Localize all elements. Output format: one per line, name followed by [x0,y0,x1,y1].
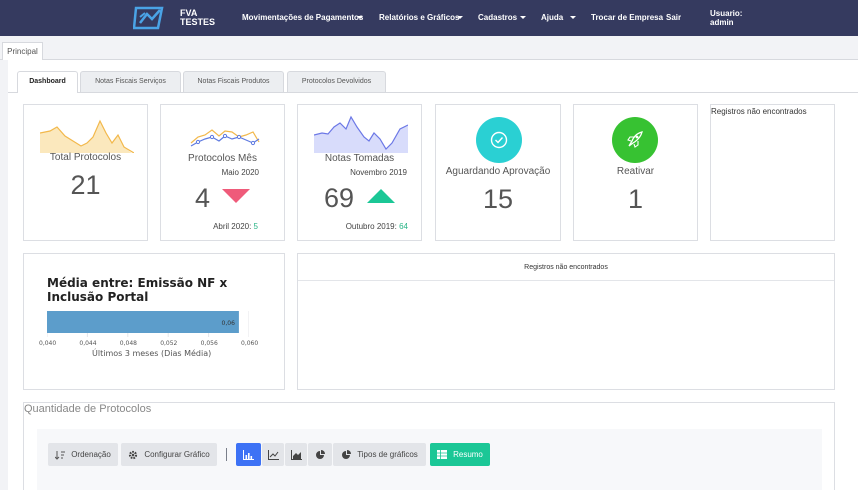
user-label: Usuario: [710,9,743,18]
card-title: Notas Tomadas [324,153,395,164]
configurar-grafico-button[interactable]: Configurar Gráfico [121,443,217,466]
x-tick-label: 0,040 [39,340,57,347]
chart-title-line-1: Média entre: Emissão NF x [47,276,228,290]
menu-relatorios[interactable]: Relatórios e Gráficos [379,13,460,22]
prev-value: 5 [253,222,258,231]
x-tick-label: 0,052 [160,340,178,347]
user-info: Usuario: admin [710,9,742,27]
tab-dashboard[interactable]: Dashboard [17,71,78,93]
card-value: 1 [627,184,644,214]
brand-line-1: FVA [180,8,198,18]
empty-message: Registros não encontrados [711,107,807,116]
card-previous: Abril 2020: 5 [213,222,258,231]
card-title: Total Protocolos [49,152,122,163]
user-name: admin [710,18,734,27]
menu-cadastros[interactable]: Cadastros [478,13,518,22]
bar-chart-button[interactable] [236,443,261,466]
prev-label: Outubro 2019: [345,222,397,231]
prev-value: 64 [399,222,408,231]
bar [47,311,239,333]
card-title: Protocolos Mês [188,153,257,164]
card-value: 15 [482,184,514,214]
card-title: Reativar [616,166,655,177]
menu-sair[interactable]: Sair [666,13,682,22]
card-aguardando-aprovacao[interactable]: Aguardando Aprovação 15 [435,104,561,241]
bar-chart-icon [243,449,254,460]
section-title: Quantidade de Protocolos [24,403,152,415]
x-tick-label: 0,060 [241,340,259,347]
prev-label: Abril 2020: [213,222,252,231]
card-period: Novembro 2019 [350,168,407,177]
chart-title-line-2: Inclusão Portal [47,290,149,304]
chart-title: Média entre: Emissão NF x Inclusão Porta… [47,276,227,304]
chevron-down-icon[interactable] [457,16,463,19]
card-previous: Outubro 2019: 64 [346,222,408,231]
button-label: Ordenação [71,450,111,459]
chevron-down-icon[interactable] [520,16,526,19]
trend-up-icon [367,189,395,203]
page-tab-divider [0,59,858,60]
sort-icon [55,450,66,460]
x-axis-label: Últimos 3 meses (Dias Média) [92,349,212,358]
aguardando-circle [476,117,522,163]
card-value: 21 [70,170,101,200]
gear-icon [129,450,138,459]
pie-chart-button[interactable] [308,443,332,466]
line-chart-button[interactable] [262,443,284,466]
check-circle-icon [490,131,508,149]
button-label: Configurar Gráfico [144,450,210,459]
card-reativar[interactable]: Reativar 1 [573,104,698,241]
tab-principal[interactable]: Principal [2,42,43,60]
empty-message: Registros não encontrados [524,264,608,271]
mes-line-chart [190,129,260,147]
chevron-down-icon[interactable] [570,16,576,19]
menu-movimentacoes[interactable]: Movimentações de Pagamentos [242,13,364,22]
table-icon [437,450,448,459]
x-tick-label: 0,048 [119,340,137,347]
tipos-graficos-button[interactable]: Tipos de gráficos [333,443,426,466]
pie-chart-icon [316,449,325,459]
menu-ajuda[interactable]: Ajuda [541,13,564,22]
tab-protocolos-devolvidos[interactable]: Protocolos Devolvidos [287,71,386,92]
card-title: Aguardando Aprovação [445,166,551,177]
card-total-protocolos: Total Protocolos 21 [23,104,148,241]
area-chart-icon [290,449,302,460]
notas-sparkline [314,115,408,153]
trend-down-icon [222,189,250,203]
tab-notas-servicos[interactable]: Notas Fiscais Serviços [80,71,181,92]
card-media-emissao: Média entre: Emissão NF x Inclusão Porta… [23,253,285,390]
brand-name[interactable]: FVA TESTES [180,9,215,27]
ordenacao-button[interactable]: Ordenação [48,443,118,466]
rocket-icon [627,131,643,148]
x-tick-label: 0,056 [200,340,218,347]
line-chart-icon [267,449,279,460]
top-navbar: FVA TESTES Movimentações de Pagamentos R… [0,0,858,36]
total-sparkline [40,119,134,153]
card-value: 4 [195,183,211,213]
card-value: 69 [324,183,355,213]
button-label: Tipos de gráficos [357,450,418,459]
company-logo-icon[interactable] [133,5,167,31]
area-chart-button[interactable] [285,443,307,466]
card-protocolos-mes: Protocolos Mês Maio 2020 4 Abril 2020: 5 [160,104,285,241]
button-label: Resumo [453,450,483,459]
chevron-down-icon[interactable] [357,16,363,19]
panel-records: Registros não encontrados [297,253,835,390]
tab-notas-produtos[interactable]: Notas Fiscais Produtos [183,71,284,92]
panel-divider [298,280,834,281]
resumo-button[interactable]: Resumo [430,443,490,466]
pie-chart-icon [342,449,352,459]
menu-trocar-empresa[interactable]: Trocar de Empresa [591,13,664,22]
toolbar-separator [226,448,227,461]
x-tick-label: 0,044 [79,340,97,347]
bar-data-label: 0,06 [222,320,236,327]
card-empty-records: Registros não encontrados [710,104,835,241]
reativar-circle [612,117,658,163]
brand-line-2: TESTES [180,17,216,27]
card-period: Maio 2020 [221,168,259,177]
card-notas-tomadas: Notas Tomadas Novembro 2019 69 Outubro 2… [297,104,422,241]
subtab-divider [8,92,858,93]
media-bar-chart: 0,06 [47,311,249,337]
